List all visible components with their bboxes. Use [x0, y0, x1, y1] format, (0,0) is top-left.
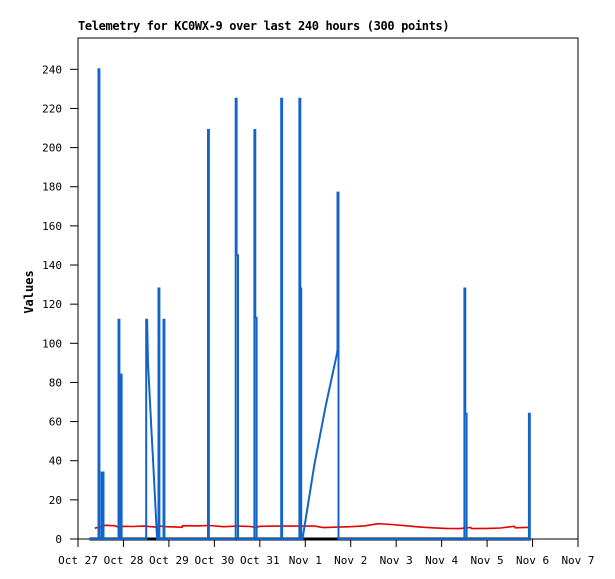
- y-tick-label: 200: [42, 142, 62, 155]
- x-tick-label: Nov 4: [425, 554, 458, 567]
- y-tick-label: 240: [42, 63, 62, 76]
- x-tick-label: Oct 27: [58, 554, 98, 567]
- y-tick-label: 100: [42, 337, 62, 350]
- x-tick-label: Oct 29: [149, 554, 189, 567]
- y-tick-label: 40: [49, 455, 62, 468]
- y-tick-label: 80: [49, 376, 62, 389]
- y-tick-label: 220: [42, 102, 62, 115]
- y-tick-label: 140: [42, 259, 62, 272]
- x-tick-label: Nov 7: [561, 554, 594, 567]
- x-tick-label: Nov 1: [289, 554, 322, 567]
- y-tick-label: 60: [49, 416, 62, 429]
- y-tick-label: 0: [55, 533, 62, 546]
- y-tick-label: 180: [42, 181, 62, 194]
- x-tick-label: Oct 28: [104, 554, 144, 567]
- x-tick-label: Nov 2: [334, 554, 367, 567]
- chart-title: Telemetry for KC0WX-9 over last 240 hour…: [78, 19, 450, 33]
- y-tick-label: 20: [49, 494, 62, 507]
- x-tick-label: Oct 31: [240, 554, 280, 567]
- x-tick-label: Oct 30: [194, 554, 234, 567]
- x-tick-label: Nov 3: [380, 554, 413, 567]
- telemetry-channel-red-line: [94, 522, 531, 530]
- telemetry-channel-blue-line: [89, 68, 531, 540]
- y-tick-label: 160: [42, 220, 62, 233]
- x-tick-label: Nov 5: [471, 554, 504, 567]
- y-tick-label: 120: [42, 298, 62, 311]
- x-tick-label: Nov 6: [516, 554, 549, 567]
